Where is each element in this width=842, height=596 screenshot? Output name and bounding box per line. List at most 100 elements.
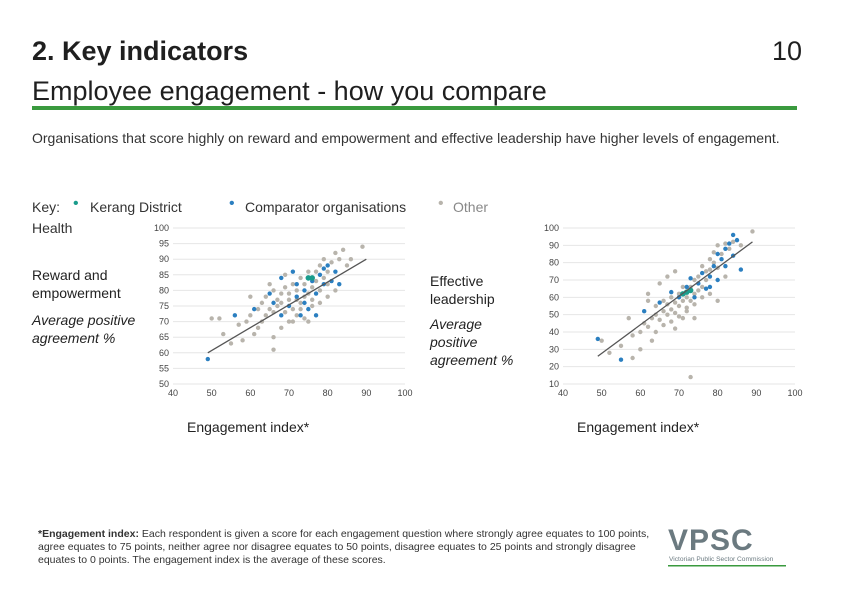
comparator-point	[294, 294, 299, 299]
other-point	[348, 257, 354, 262]
comparator-point	[205, 356, 210, 362]
comparator-point	[715, 277, 720, 283]
key-item-kerang-line2: Health	[32, 220, 73, 236]
comparator-point	[723, 263, 728, 269]
other-point	[696, 288, 701, 293]
other-point	[669, 319, 674, 324]
other-point	[723, 274, 728, 279]
other-point	[696, 274, 701, 279]
other-point	[340, 247, 346, 253]
other-point	[676, 314, 682, 319]
other-point	[271, 335, 276, 340]
other-point	[306, 319, 311, 324]
comparator-point	[317, 272, 323, 277]
key-item-comparator: Comparator organisations	[245, 199, 407, 215]
page-subtitle: Employee engagement - how you compare	[32, 76, 547, 106]
y-tick-label: 100	[154, 223, 169, 233]
y-tick-label: 100	[544, 223, 559, 233]
other-point	[645, 324, 651, 329]
other-point	[209, 316, 214, 321]
x-tick-label: 70	[674, 388, 684, 398]
other-point	[715, 298, 720, 303]
other-point	[684, 305, 689, 310]
kerang-point	[309, 275, 315, 281]
other-point	[672, 310, 678, 316]
chart2-ysublabel: Average positive agreement %	[430, 316, 514, 368]
x-tick-label: 60	[245, 388, 255, 398]
other-point	[700, 295, 705, 300]
comparator-point	[669, 289, 674, 295]
other-point	[630, 355, 635, 361]
other-point	[738, 243, 744, 248]
y-tick-label: 90	[159, 254, 169, 264]
other-point	[221, 331, 226, 337]
other-point	[657, 317, 662, 323]
y-tick-label: 55	[159, 363, 169, 373]
other-point	[661, 309, 666, 314]
other-point	[290, 281, 296, 287]
other-point	[669, 307, 674, 312]
key-item-kerang: Kerang District	[90, 199, 182, 215]
y-tick-label: 60	[159, 348, 169, 358]
comparator-point	[294, 281, 299, 287]
comparator-point	[267, 291, 272, 296]
intro-text: Organisations that score highly on rewar…	[32, 130, 780, 146]
comparator-point	[700, 270, 705, 276]
x-tick-label: 100	[787, 388, 802, 398]
trend-line	[597, 241, 753, 357]
footnote-label: *Engagement index:	[38, 528, 139, 540]
other-point	[302, 316, 307, 321]
key-label: Key:	[32, 199, 61, 215]
y-tick-label: 80	[159, 285, 169, 295]
other-point	[626, 315, 631, 321]
y-tick-label: 60	[549, 292, 559, 302]
y-tick-label: 80	[549, 258, 559, 268]
comparator-point	[738, 267, 744, 272]
comparator-point	[719, 257, 724, 262]
other-point	[607, 350, 612, 355]
other-point	[692, 302, 697, 307]
other-point	[700, 284, 705, 290]
other-point	[286, 319, 292, 324]
comparator-point	[252, 306, 257, 312]
comparator-point	[707, 284, 713, 290]
other-point	[267, 281, 272, 287]
other-point	[638, 347, 643, 352]
other-point	[317, 263, 323, 268]
y-tick-label: 50	[549, 310, 559, 320]
other-point	[719, 251, 724, 257]
comparator-point	[688, 276, 693, 281]
other-point	[661, 298, 666, 303]
x-tick-label: 100	[397, 388, 412, 398]
y-tick-label: 65	[159, 332, 169, 342]
other-point	[638, 329, 643, 335]
other-point	[279, 291, 284, 296]
other-point	[333, 288, 338, 293]
x-tick-label: 90	[361, 388, 371, 398]
comparator-point	[279, 275, 284, 281]
page-title: 2. Key indicators	[32, 36, 249, 66]
x-tick-label: 60	[635, 388, 645, 398]
other-point	[649, 338, 655, 343]
other-point	[217, 316, 222, 321]
other-point	[727, 246, 732, 251]
trend-line	[207, 258, 367, 354]
other-point	[321, 257, 326, 262]
other-point	[252, 331, 257, 337]
other-point	[298, 300, 303, 306]
other-point	[630, 333, 635, 338]
title-divider	[32, 106, 797, 110]
other-point	[298, 275, 303, 281]
other-point	[263, 313, 268, 318]
chart-effective-leadership: 10 20 30 40 50 60 70 80 90 100 40 50 60 70 80 90 100	[544, 223, 803, 398]
other-point	[680, 315, 686, 321]
other-dot-icon: •	[438, 195, 444, 212]
other-point	[286, 291, 292, 296]
other-point	[317, 288, 323, 293]
other-point	[707, 291, 713, 297]
comparator-point	[302, 288, 307, 293]
other-point	[692, 291, 697, 297]
comparator-point	[313, 313, 319, 318]
other-point	[310, 297, 315, 302]
other-point	[599, 338, 604, 343]
